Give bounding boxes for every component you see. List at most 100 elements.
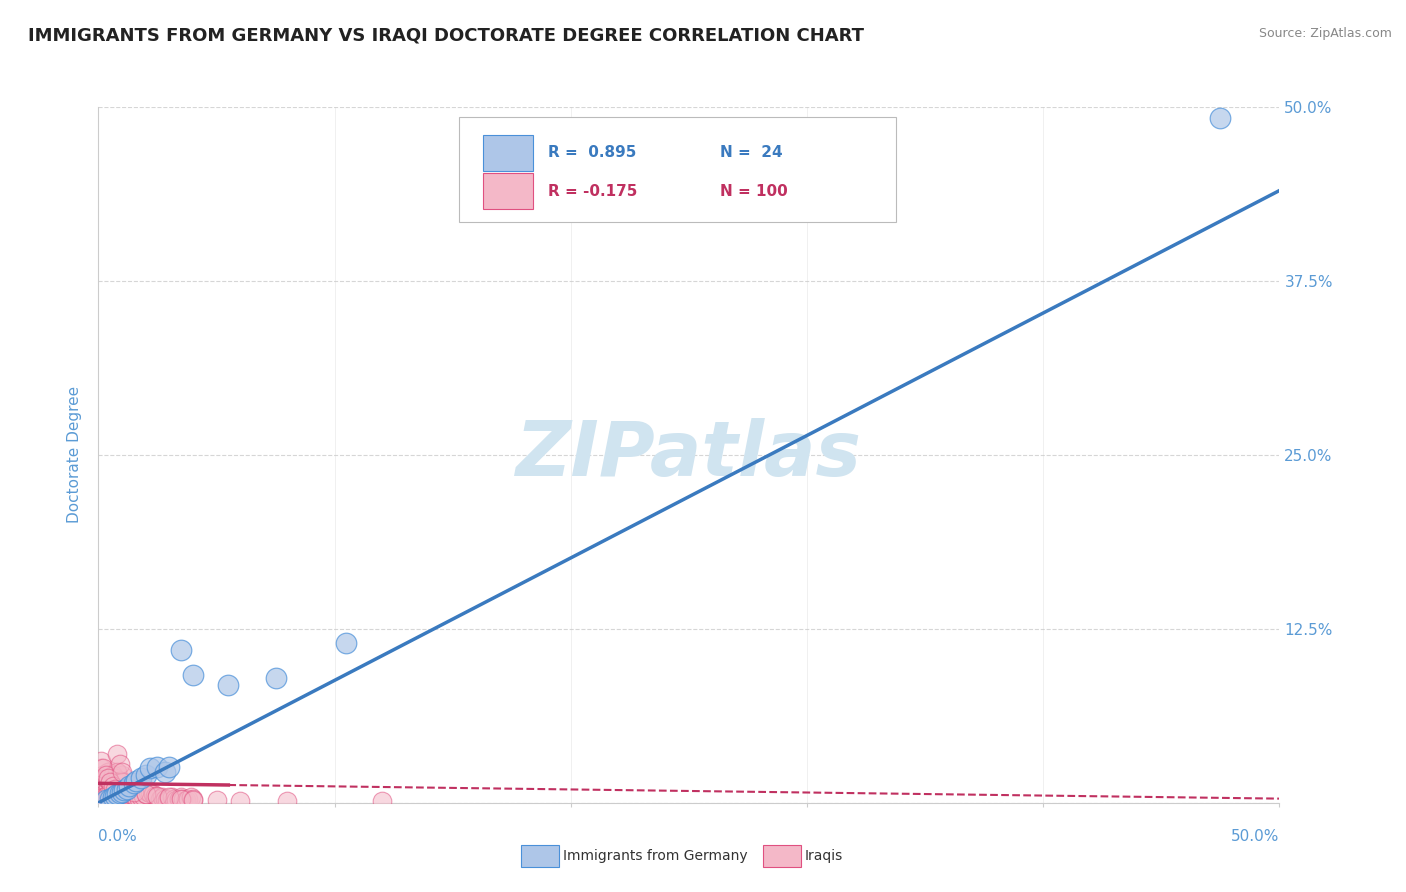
Point: [90, 761, 112, 775]
Point: [146, 759, 169, 773]
Point: [105, 765, 128, 780]
Point: [94, 793, 117, 807]
Point: [105, 765, 128, 780]
Y-axis label: Doctorate Degree: Doctorate Degree: [67, 386, 83, 524]
Point: [112, 783, 135, 797]
Point: [90, 789, 112, 803]
Point: [105, 790, 128, 805]
Point: [153, 791, 176, 805]
Point: [156, 793, 179, 807]
Point: [97, 771, 120, 785]
FancyBboxPatch shape: [458, 118, 896, 222]
Point: [118, 779, 141, 793]
Point: [217, 677, 239, 691]
Point: [111, 785, 134, 799]
Point: [146, 789, 169, 803]
Text: ZIPatlas: ZIPatlas: [516, 418, 862, 491]
Point: [108, 756, 131, 771]
Point: [101, 768, 124, 782]
Point: [132, 789, 155, 803]
Point: [104, 771, 127, 785]
Point: [118, 779, 141, 793]
Point: [125, 790, 148, 805]
FancyBboxPatch shape: [763, 845, 801, 867]
Point: [121, 788, 143, 802]
Point: [122, 789, 145, 803]
Point: [167, 791, 190, 805]
Point: [128, 791, 150, 805]
Point: [122, 781, 145, 796]
Point: [111, 775, 134, 789]
Point: [97, 765, 120, 780]
Point: [90, 791, 112, 805]
Text: N =  24: N = 24: [720, 145, 782, 161]
Point: [177, 791, 200, 805]
Point: [115, 785, 138, 799]
Point: [91, 768, 114, 782]
Point: [115, 781, 138, 796]
Point: [91, 790, 114, 805]
Point: [125, 775, 148, 789]
Point: [129, 790, 152, 805]
Point: [181, 667, 204, 681]
Text: R =  0.895: R = 0.895: [548, 145, 637, 161]
Point: [163, 791, 186, 805]
Point: [121, 789, 143, 803]
Point: [115, 788, 138, 802]
Text: 0.0%: 0.0%: [98, 829, 138, 844]
Point: [335, 636, 357, 650]
Point: [122, 776, 145, 790]
Point: [170, 790, 193, 805]
Point: [104, 781, 127, 796]
Text: N = 100: N = 100: [720, 184, 787, 199]
Point: [91, 761, 114, 775]
Point: [101, 768, 124, 782]
FancyBboxPatch shape: [522, 845, 560, 867]
Point: [98, 791, 121, 805]
Point: [108, 788, 131, 802]
FancyBboxPatch shape: [484, 135, 533, 171]
Point: [122, 785, 145, 799]
Point: [371, 794, 394, 808]
Text: Iraqis: Iraqis: [804, 848, 844, 863]
Point: [94, 789, 117, 803]
Point: [108, 791, 131, 805]
Point: [170, 791, 193, 805]
Point: [91, 781, 114, 796]
Point: [264, 671, 287, 685]
Point: [101, 779, 124, 793]
Point: [108, 773, 131, 788]
Point: [101, 790, 124, 805]
Point: [142, 788, 165, 802]
Point: [111, 775, 134, 789]
Point: [143, 789, 166, 803]
Point: [105, 747, 128, 761]
Point: [118, 786, 141, 800]
Point: [165, 793, 187, 807]
Point: [101, 788, 124, 802]
Point: [276, 794, 298, 808]
Text: Source: ZipAtlas.com: Source: ZipAtlas.com: [1258, 27, 1392, 40]
Point: [98, 775, 121, 789]
Point: [139, 786, 162, 800]
Point: [101, 781, 124, 796]
Text: IMMIGRANTS FROM GERMANY VS IRAQI DOCTORATE DEGREE CORRELATION CHART: IMMIGRANTS FROM GERMANY VS IRAQI DOCTORA…: [28, 27, 865, 45]
Point: [91, 768, 114, 782]
Point: [180, 790, 202, 805]
Text: 50.0%: 50.0%: [1232, 829, 1279, 844]
Point: [136, 785, 159, 799]
Point: [125, 773, 148, 788]
Text: Immigrants from Germany: Immigrants from Germany: [562, 848, 747, 863]
Point: [181, 791, 204, 805]
Point: [157, 790, 180, 805]
Point: [97, 788, 120, 802]
Point: [128, 785, 150, 799]
Point: [1209, 111, 1232, 125]
Point: [94, 771, 117, 785]
Point: [98, 773, 121, 788]
Point: [229, 794, 252, 808]
Point: [160, 790, 183, 805]
Point: [135, 788, 157, 802]
Point: [132, 788, 155, 802]
Point: [172, 791, 194, 805]
